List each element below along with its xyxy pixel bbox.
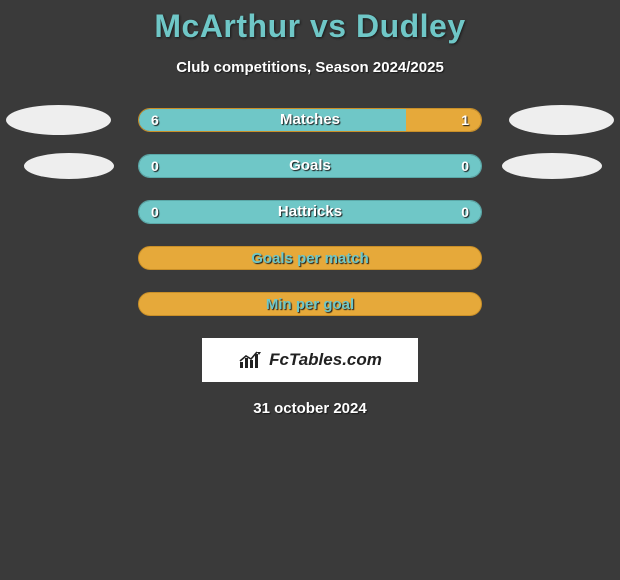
stat-row-goals: 0 0 Goals [0, 154, 620, 178]
player-right-badge-2 [502, 153, 602, 179]
bar-matches-left: 6 [139, 109, 406, 131]
player-left-name: McArthur [154, 8, 300, 44]
stat-row-hattricks: 0 0 Hattricks [0, 200, 620, 224]
player-left-badge-2 [24, 153, 114, 179]
matches-right-value: 1 [461, 112, 469, 128]
comparison-widget: McArthur vs Dudley Club competitions, Se… [0, 0, 620, 417]
bar-matches-right: 1 [406, 109, 481, 131]
goals-left-value: 0 [151, 158, 159, 174]
hattricks-right-value: 0 [461, 204, 469, 220]
date-text: 31 october 2024 [0, 400, 620, 417]
bar-min-per-goal: Min per goal [138, 292, 482, 316]
logo-text: FcTables.com [269, 350, 382, 370]
mpg-label: Min per goal [266, 296, 354, 313]
gpm-label: Goals per match [251, 250, 369, 267]
page-title: McArthur vs Dudley [0, 8, 620, 45]
bar-matches: 6 1 Matches [138, 108, 482, 132]
bar-hattricks: 0 0 Hattricks [138, 200, 482, 224]
stats-area: 6 1 Matches 0 0 Goals [0, 108, 620, 417]
source-logo: FcTables.com [202, 338, 418, 382]
stat-row-matches: 6 1 Matches [0, 108, 620, 132]
bar-goals-right: 0 [310, 155, 481, 177]
bar-hattricks-right: 0 [310, 201, 481, 223]
hattricks-left-value: 0 [151, 204, 159, 220]
bar-goals-per-match: Goals per match [138, 246, 482, 270]
bar-goals: 0 0 Goals [138, 154, 482, 178]
player-right-name: Dudley [356, 8, 466, 44]
matches-left-value: 6 [151, 112, 159, 128]
stat-row-gpm: Goals per match [0, 246, 620, 270]
goals-right-value: 0 [461, 158, 469, 174]
player-left-badge [6, 105, 111, 135]
subtitle: Club competitions, Season 2024/2025 [0, 59, 620, 76]
bar-hattricks-left: 0 [139, 201, 310, 223]
bar-goals-left: 0 [139, 155, 310, 177]
vs-text: vs [310, 8, 347, 44]
stat-row-mpg: Min per goal [0, 292, 620, 316]
chart-icon [238, 350, 264, 370]
player-right-badge [509, 105, 614, 135]
